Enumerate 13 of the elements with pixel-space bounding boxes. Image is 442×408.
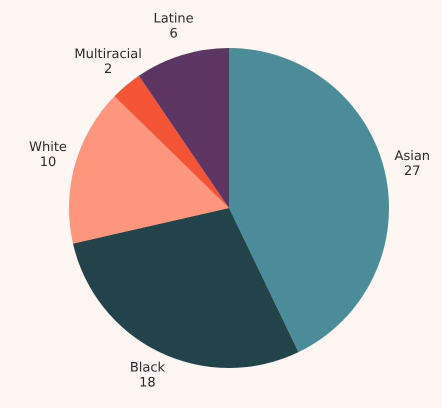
slice-label: White [29, 140, 67, 156]
pie-slice [229, 48, 389, 352]
slice-label: Black [130, 360, 166, 376]
data-label: 6 [169, 26, 178, 42]
data-label: 27 [404, 164, 421, 180]
slice-label: Asian [394, 149, 430, 164]
slice-label: Multiracial [74, 46, 142, 62]
data-label: 18 [139, 375, 156, 390]
pie-slice [69, 96, 229, 244]
data-label: 10 [40, 155, 56, 170]
slice-label: Latine [154, 11, 194, 26]
data-label: 2 [104, 62, 112, 77]
pie-slice [114, 76, 229, 208]
